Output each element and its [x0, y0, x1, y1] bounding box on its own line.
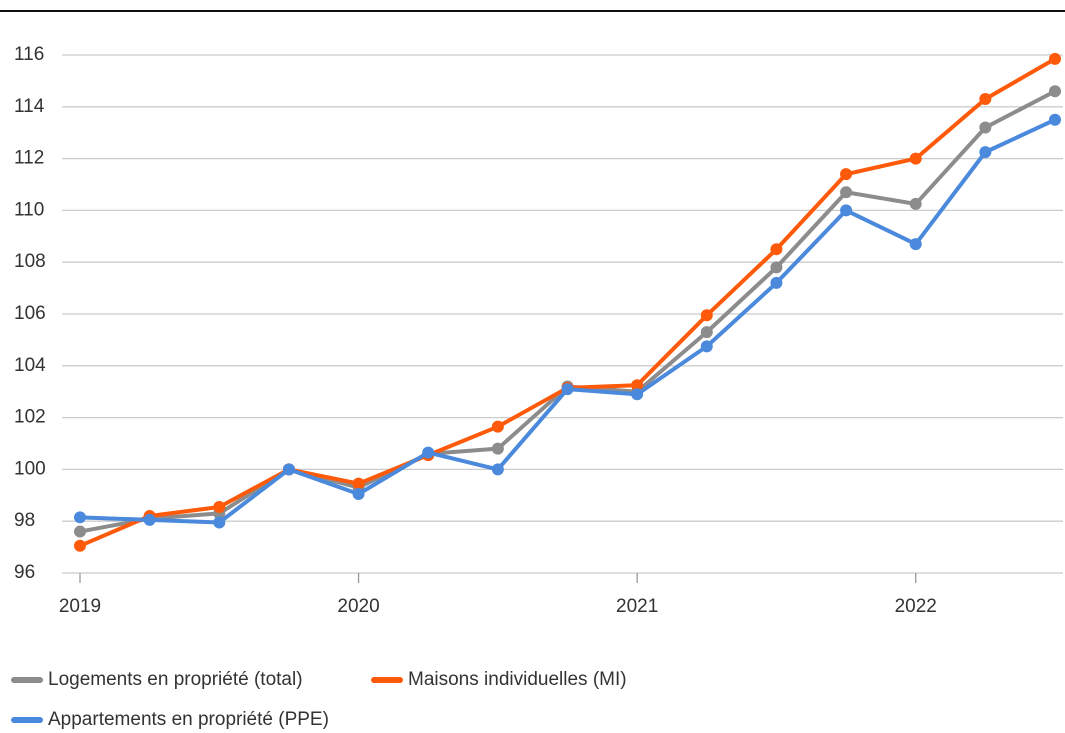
data-point [74, 511, 86, 524]
x-tick-label: 2019 [59, 596, 101, 617]
data-point [74, 525, 86, 538]
series-line [79, 89, 1056, 534]
data-point [422, 446, 435, 459]
x-tick-label: 2022 [895, 596, 937, 617]
data-point [491, 420, 504, 433]
data-point [700, 326, 713, 339]
legend-label: Logements en propriété (total) [48, 669, 303, 690]
data-point [282, 463, 295, 476]
data-point [352, 488, 365, 501]
data-point [909, 238, 922, 251]
series-line [79, 57, 1056, 548]
data-point [770, 243, 783, 256]
data-point [561, 383, 574, 396]
data-point [1049, 85, 1061, 98]
data-point [352, 477, 365, 490]
y-tick-label: 106 [14, 303, 46, 324]
data-point [840, 168, 853, 181]
data-point [1049, 113, 1061, 126]
data-point [491, 463, 504, 476]
x-tick-label: 2020 [337, 596, 379, 617]
y-tick-label: 104 [14, 355, 46, 376]
data-point [1049, 52, 1061, 65]
data-point [631, 379, 644, 392]
y-tick-label: 116 [14, 44, 44, 65]
y-tick-label: 110 [14, 199, 44, 220]
y-tick-label: 112 [14, 148, 44, 169]
data-point [491, 442, 504, 455]
data-point [700, 340, 713, 353]
y-tick-label: 96 [14, 562, 35, 583]
data-point [213, 500, 226, 513]
data-point [770, 276, 783, 289]
data-point [840, 186, 853, 199]
series-line [79, 117, 1056, 525]
y-tick-label: 102 [14, 407, 46, 428]
data-point [700, 309, 713, 322]
data-point [979, 121, 992, 134]
data-point [143, 513, 156, 526]
data-point [979, 146, 992, 159]
data-point [213, 516, 226, 529]
y-tick-label: 108 [14, 251, 46, 272]
data-point [74, 539, 86, 552]
data-point [909, 197, 922, 210]
legend-label: Maisons individuelles (MI) [408, 669, 627, 690]
data-point [770, 261, 783, 274]
x-tick-label: 2021 [616, 596, 658, 617]
y-tick-label: 98 [14, 510, 35, 531]
data-point [631, 388, 644, 401]
data-point [909, 152, 922, 165]
y-tick-label: 100 [14, 458, 46, 479]
legend-label: Appartements en propriété (PPE) [48, 709, 329, 730]
data-point [979, 93, 992, 106]
data-point [840, 204, 853, 217]
y-tick-label: 114 [14, 96, 45, 117]
